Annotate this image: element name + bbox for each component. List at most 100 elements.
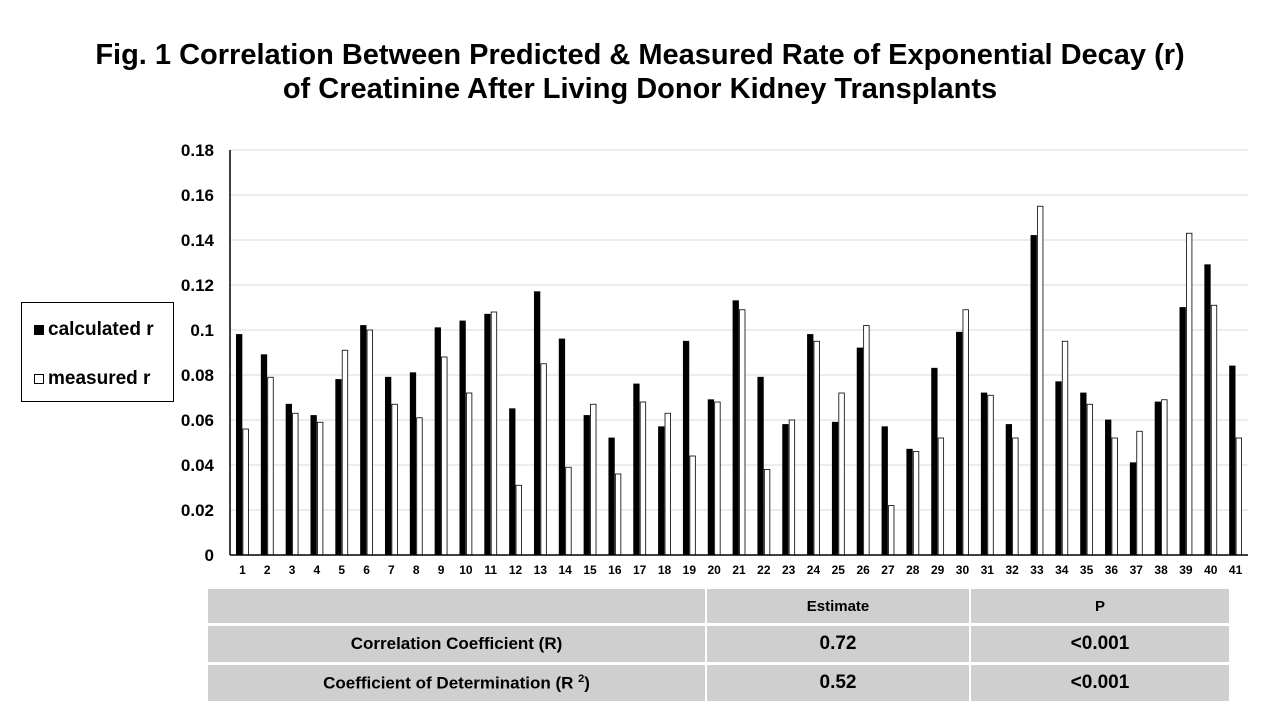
- x-tick-label: 16: [608, 563, 622, 577]
- bar-measured: [267, 376, 274, 556]
- bar-measured: [639, 401, 647, 556]
- bar-measured: [1186, 232, 1193, 556]
- x-tick-label: 7: [388, 563, 395, 577]
- x-tick-label: 8: [413, 563, 420, 577]
- x-tick-label: 38: [1154, 563, 1168, 577]
- x-tick-label: 3: [289, 563, 296, 577]
- stats-row-label-text: Coefficient of Determination (R: [323, 673, 579, 693]
- bar-calculated: [533, 291, 541, 556]
- bar-calculated: [831, 421, 839, 556]
- stats-row-p: <0.001: [971, 626, 1229, 662]
- bar-calculated: [1030, 235, 1037, 556]
- x-tick-label: 15: [583, 563, 597, 577]
- x-tick-label: 6: [363, 563, 370, 577]
- bar-calculated: [956, 331, 963, 556]
- x-tick-label: 27: [881, 563, 895, 577]
- bar-calculated: [558, 338, 566, 556]
- bar-calculated: [484, 313, 491, 556]
- x-tick-label: 36: [1105, 563, 1119, 577]
- x-tick-label: 33: [1030, 563, 1044, 577]
- bar-calculated: [658, 426, 665, 556]
- bar-measured: [242, 428, 249, 556]
- bar-measured: [490, 311, 498, 556]
- y-tick-label: 0.02: [181, 501, 214, 520]
- legend-item-measured: measured r: [34, 367, 150, 391]
- y-tick-label: 0.04: [181, 456, 215, 475]
- x-tick-label: 21: [732, 563, 746, 577]
- stats-row-label: Coefficient of Determination (R 2): [208, 665, 707, 701]
- bar-measured: [565, 466, 572, 556]
- bar-measured: [739, 309, 746, 556]
- x-tick-label: 28: [906, 563, 920, 577]
- x-tick-label: 29: [931, 563, 945, 577]
- x-tick-label: 19: [683, 563, 697, 577]
- bar-measured: [714, 401, 721, 556]
- stats-row-label: Correlation Coefficient (R): [208, 626, 707, 662]
- bar-calculated: [509, 408, 516, 556]
- bar-calculated: [608, 437, 615, 556]
- bar-calculated: [1129, 462, 1137, 556]
- bar-measured: [788, 419, 796, 556]
- bar-measured: [292, 412, 299, 556]
- legend-swatch-measured: [34, 374, 44, 384]
- stats-row-estimate: 0.52: [707, 665, 971, 701]
- bar-calculated: [260, 354, 268, 556]
- bar-calculated: [1204, 264, 1211, 556]
- bar-measured: [689, 455, 696, 556]
- bar-measured: [1061, 340, 1069, 556]
- bar-calculated: [459, 320, 466, 556]
- bar-measured: [515, 484, 522, 556]
- legend-item-calculated: calculated r: [34, 318, 154, 342]
- x-tick-label: 9: [438, 563, 445, 577]
- bar-calculated: [732, 300, 739, 556]
- bar-calculated: [906, 448, 913, 556]
- bar-calculated: [1080, 392, 1087, 556]
- bar-measured: [813, 340, 820, 556]
- bar-measured: [416, 417, 423, 556]
- bar-measured: [763, 469, 771, 556]
- bar-calculated: [1105, 419, 1112, 556]
- x-tick-label: 25: [832, 563, 846, 577]
- bar-measured: [912, 451, 920, 556]
- y-tick-label: 0.18: [181, 141, 214, 160]
- bar-calculated: [1229, 365, 1236, 556]
- stats-row-estimate: 0.72: [707, 626, 971, 662]
- x-tick-label: 26: [856, 563, 870, 577]
- chart-title: Fig. 1 Correlation Between Predicted & M…: [0, 38, 1280, 106]
- bar-measured: [1136, 430, 1143, 556]
- bars: [236, 205, 1242, 556]
- x-tick-label: 18: [658, 563, 672, 577]
- bar-measured: [863, 325, 870, 556]
- stats-row-correlation: Correlation Coefficient (R) 0.72 <0.001: [208, 626, 1229, 662]
- x-tick-label: 39: [1179, 563, 1193, 577]
- bar-calculated: [807, 334, 814, 556]
- x-tick-label: 32: [1005, 563, 1019, 577]
- bar-measured: [1235, 437, 1242, 556]
- bar-measured: [1012, 437, 1019, 556]
- stats-row-label-superscript: 2: [578, 672, 585, 685]
- x-tick-label: 11: [484, 563, 497, 577]
- stats-row-p: <0.001: [971, 665, 1229, 701]
- x-tick-label: 5: [338, 563, 345, 577]
- x-tick-label: 35: [1080, 563, 1094, 577]
- bar-calculated: [782, 424, 789, 556]
- bar-measured: [614, 473, 622, 556]
- bar-calculated: [434, 327, 441, 556]
- stats-header-row: Estimate P: [208, 589, 1229, 623]
- x-tick-label: 31: [981, 563, 995, 577]
- bar-measured: [590, 403, 597, 556]
- x-tick-labels: 1 2 3 4 5 6 7 8 9 10 11 12 13 14 15 16 17 18 19 20 21 22 23 24 2…: [239, 563, 1243, 577]
- stats-header-estimate: Estimate: [707, 589, 971, 623]
- y-tick-label: 0.12: [181, 276, 214, 295]
- x-tick-label: 10: [459, 563, 473, 577]
- bar-measured: [838, 392, 845, 556]
- y-tick-label: 0.08: [181, 366, 214, 385]
- y-tick-labels: 0 0.02 0.04 0.06 0.08 0.1 0.12 0.14 0.16 0.18: [181, 141, 215, 565]
- y-tick-label: 0.14: [181, 231, 215, 250]
- y-tick-label: 0.16: [181, 186, 214, 205]
- y-tick-label: 0.1: [190, 321, 214, 340]
- bar-calculated: [856, 347, 864, 556]
- bar-calculated: [310, 415, 317, 556]
- y-tick-label: 0.06: [181, 411, 214, 430]
